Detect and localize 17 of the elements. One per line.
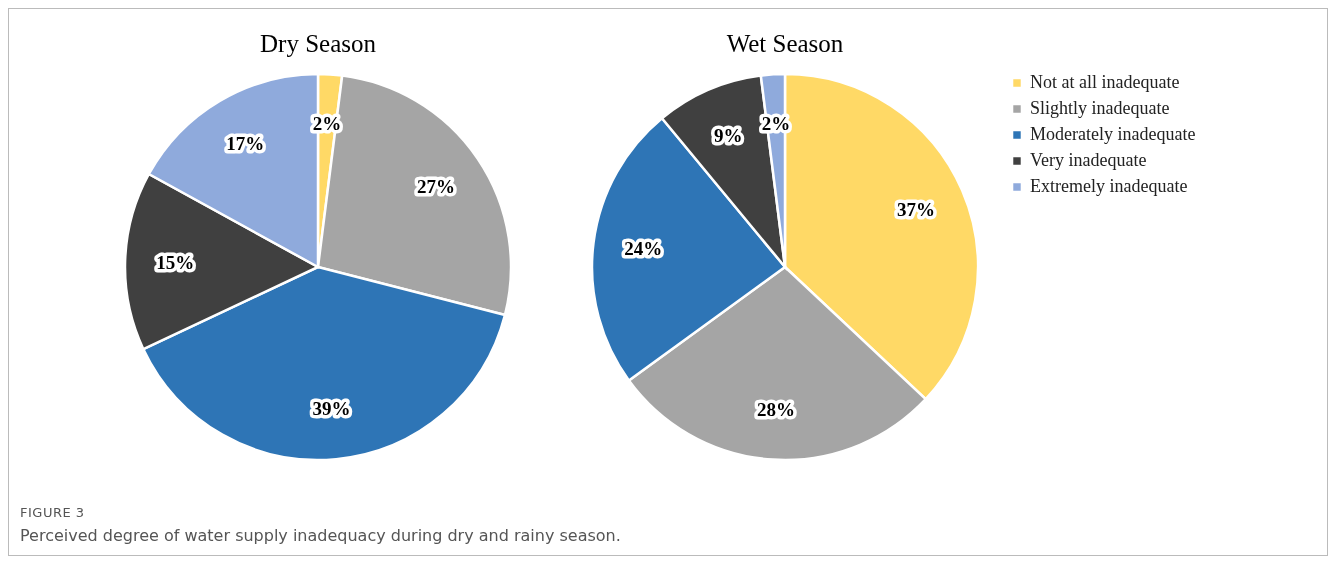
data-label: 17% (226, 133, 265, 155)
legend-label: Very inadequate (1030, 150, 1147, 170)
legend-label: Extremely inadequate (1030, 176, 1188, 196)
data-label: 37% (897, 199, 936, 221)
chart-title: Wet Season (726, 30, 844, 57)
text: Perceived degree of water supply inadequacy during dry and rainy season. (20, 526, 621, 545)
data-label: 24% (624, 238, 663, 260)
data-label: 27% (417, 175, 456, 197)
data-label: 15% (156, 251, 195, 273)
data-label: 9% (714, 124, 743, 146)
legend-label: Moderately inadequate (1030, 124, 1196, 144)
legend-label: Not at all inadequate (1030, 72, 1180, 92)
caption: FIGURE 3 (20, 505, 86, 520)
data-label: 28% (757, 398, 796, 420)
legend-label: Slightly inadequate (1030, 98, 1170, 118)
chart-title: Dry Season (260, 30, 377, 57)
data-label: 39% (312, 398, 351, 420)
